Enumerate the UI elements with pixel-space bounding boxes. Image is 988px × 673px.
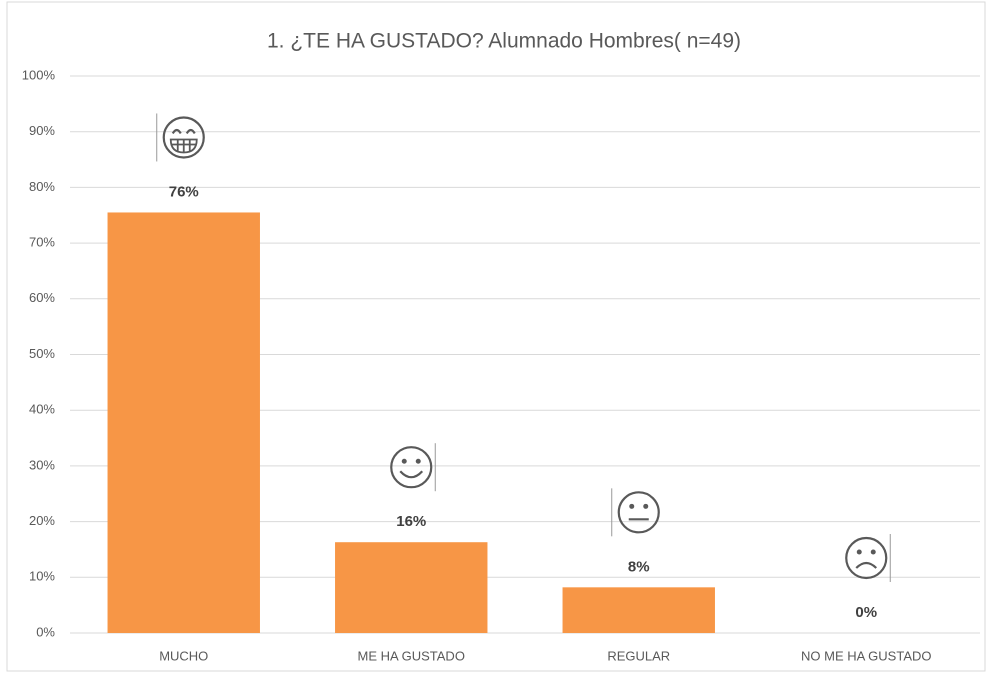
x-tick-label: REGULAR xyxy=(607,648,670,663)
y-tick-label: 20% xyxy=(29,513,55,528)
emoji-eye xyxy=(629,503,635,509)
x-tick-label: NO ME HA GUSTADO xyxy=(801,648,932,663)
data-label: 8% xyxy=(628,558,650,575)
emoji-eye xyxy=(870,549,876,555)
emoji-icon xyxy=(845,536,888,580)
emoji-eye xyxy=(415,458,421,464)
emoji-face xyxy=(162,116,205,159)
y-tick-label: 30% xyxy=(29,457,55,472)
emoji-icon xyxy=(390,446,433,489)
emoji-face xyxy=(845,536,888,580)
y-tick-label: 40% xyxy=(29,402,55,417)
data-label: 76% xyxy=(169,183,199,200)
bar xyxy=(107,212,260,633)
y-tick-label: 100% xyxy=(22,67,56,82)
y-tick-label: 0% xyxy=(36,624,55,639)
emoji-mouth xyxy=(855,561,878,569)
y-tick-label: 80% xyxy=(29,179,55,194)
y-tick-label: 70% xyxy=(29,235,55,250)
emoji-face xyxy=(390,446,433,489)
emoji-eye xyxy=(856,549,862,555)
bar xyxy=(335,542,488,633)
x-tick-label: MUCHO xyxy=(159,648,208,663)
bar xyxy=(562,587,715,633)
y-tick-label: 60% xyxy=(29,290,55,305)
emoji-icon xyxy=(617,491,660,534)
emoji-face xyxy=(617,491,660,534)
emoji-eye xyxy=(401,458,407,464)
data-label: 0% xyxy=(855,604,877,621)
emoji-mouth xyxy=(399,470,424,479)
emoji-eye xyxy=(643,503,649,509)
y-tick-label: 10% xyxy=(29,569,55,584)
chart-title: 1. ¿TE HA GUSTADO? Alumnado Hombres( n=4… xyxy=(267,30,741,53)
data-label: 16% xyxy=(396,513,426,530)
emoji-teeth xyxy=(169,138,198,154)
emoji-eyes xyxy=(171,128,196,135)
x-tick-label: ME HA GUSTADO xyxy=(358,648,465,663)
y-tick-label: 90% xyxy=(29,123,55,138)
y-tick-label: 50% xyxy=(29,346,55,361)
emoji-icon xyxy=(162,116,205,159)
